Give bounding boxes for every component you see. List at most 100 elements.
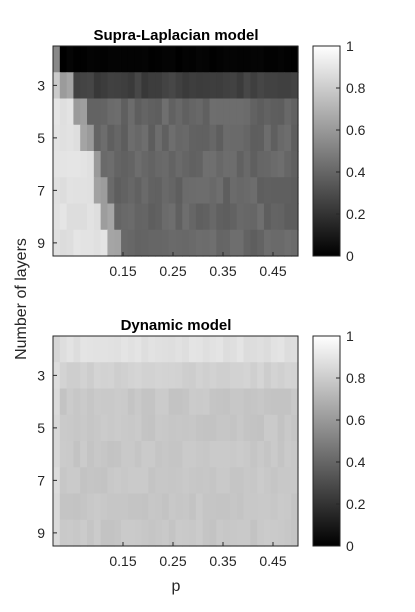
heatmap-cell xyxy=(100,229,109,257)
heatmap-cell xyxy=(93,441,102,468)
heatmap-cell xyxy=(168,493,177,521)
heatmap-cell xyxy=(107,388,115,416)
heatmap-cell xyxy=(270,414,279,442)
heatmap-cell xyxy=(141,441,149,468)
heatmap-cell xyxy=(134,414,143,442)
heatmap-cell xyxy=(161,229,170,257)
heatmap-cell xyxy=(284,151,292,178)
heatmap-cell xyxy=(93,46,102,73)
heatmap-cell xyxy=(216,98,224,126)
heatmap-cell xyxy=(243,177,251,205)
heatmap-cell xyxy=(121,98,129,126)
heatmap-cell xyxy=(148,493,156,521)
heatmap-cell xyxy=(114,362,122,390)
heatmap-cell xyxy=(107,203,115,231)
heatmap-cell xyxy=(189,519,197,547)
heatmap-cell xyxy=(127,362,136,390)
heatmap-cell xyxy=(73,229,81,257)
heatmap-cell xyxy=(263,124,272,152)
heatmap-cell xyxy=(127,72,136,100)
heatmap-cell xyxy=(100,72,109,100)
heatmap-cell xyxy=(66,98,75,126)
heatmap-cell xyxy=(87,388,95,416)
heatmap-cell xyxy=(168,229,177,257)
heatmap-cell xyxy=(284,336,292,363)
y-tick-label: 7 xyxy=(37,182,45,198)
heatmap-cell xyxy=(80,229,88,257)
heatmap-cell xyxy=(114,124,122,152)
y-tick-label: 3 xyxy=(37,367,45,383)
heatmap-cell xyxy=(175,124,183,152)
heatmap-cell xyxy=(216,519,224,547)
heatmap-cell xyxy=(66,336,75,363)
heatmap-cell xyxy=(229,151,238,178)
heatmap-cell xyxy=(73,362,81,390)
heatmap-cell xyxy=(175,336,183,363)
heatmap-cell xyxy=(80,388,88,416)
heatmap-cell xyxy=(127,519,136,547)
heatmap-cell xyxy=(59,177,68,205)
heatmap-cell xyxy=(195,336,204,363)
heatmap-cell xyxy=(66,124,75,152)
heatmap-cell xyxy=(161,388,170,416)
heatmap-cell xyxy=(236,124,245,152)
heatmap-cell xyxy=(250,336,258,363)
heatmap-cell xyxy=(243,124,251,152)
heatmap-cell xyxy=(257,177,265,205)
heatmap-cell xyxy=(189,151,197,178)
heatmap-cell xyxy=(134,441,143,468)
heatmap-cell xyxy=(100,362,109,390)
heatmap-cell xyxy=(243,203,251,231)
heatmap-cell xyxy=(236,46,245,73)
heatmap-cell xyxy=(236,362,245,390)
heatmap-cell xyxy=(80,519,88,547)
heatmap-cell xyxy=(141,388,149,416)
heatmap-cell xyxy=(114,72,122,100)
heatmap-cell xyxy=(175,441,183,468)
heatmap-cell xyxy=(53,151,61,178)
heatmap-cell xyxy=(168,72,177,100)
heatmap-cell xyxy=(223,493,231,521)
heatmap-cell xyxy=(80,362,88,390)
heatmap-cell xyxy=(195,203,204,231)
heatmap-cell xyxy=(229,362,238,390)
heatmap-cell xyxy=(189,362,197,390)
heatmap-cell xyxy=(250,151,258,178)
heatmap-cell xyxy=(270,493,279,521)
heatmap-cell xyxy=(73,124,81,152)
heatmap-cell xyxy=(107,124,115,152)
heatmap-cell xyxy=(80,467,88,495)
heatmap-cell xyxy=(291,177,299,205)
heatmap-cell xyxy=(270,467,279,495)
heatmap-cell xyxy=(229,519,238,547)
heatmap-cell xyxy=(148,124,156,152)
heatmap-cell xyxy=(209,203,217,231)
x-tick-label: 0.15 xyxy=(109,263,136,279)
heatmap-cell xyxy=(141,493,149,521)
heatmap-cell xyxy=(53,98,61,126)
heatmap-cell xyxy=(87,519,95,547)
heatmap-cell xyxy=(263,362,272,390)
heatmap-cell xyxy=(250,362,258,390)
heatmap-cell xyxy=(141,46,149,73)
heatmap-cell xyxy=(223,414,231,442)
heatmap-cell xyxy=(182,124,190,152)
heatmap-cell xyxy=(236,72,245,100)
heatmap-cell xyxy=(53,203,61,231)
heatmap-cell xyxy=(223,519,231,547)
heatmap-cell xyxy=(114,151,122,178)
y-tick-label: 5 xyxy=(37,130,45,146)
heatmap-cell xyxy=(127,229,136,257)
heatmap-cell xyxy=(243,151,251,178)
heatmap-cell xyxy=(141,98,149,126)
heatmap-cell xyxy=(100,177,109,205)
heatmap-cell xyxy=(59,46,68,73)
colorbar-tick-label: 0 xyxy=(346,248,354,264)
heatmap-cell xyxy=(59,519,68,547)
heatmap-cell xyxy=(134,493,143,521)
heatmap-cell xyxy=(223,72,231,100)
heatmap-cell xyxy=(291,124,299,152)
heatmap-cell xyxy=(270,72,279,100)
heatmap-cell xyxy=(257,46,265,73)
heatmap-cell xyxy=(243,72,251,100)
